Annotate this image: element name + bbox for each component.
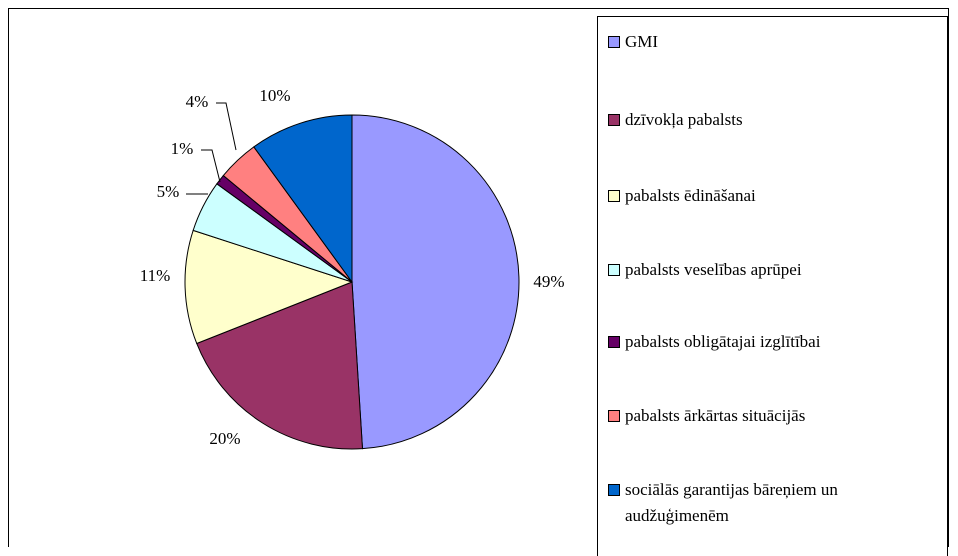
chart-border	[8, 8, 949, 547]
data-label: 1%	[171, 139, 194, 158]
legend-item: pabalsts veselības aprūpei	[608, 257, 928, 283]
data-label: 10%	[259, 86, 290, 105]
pie	[184, 114, 520, 450]
leader-line	[216, 102, 237, 151]
legend-swatch	[608, 36, 620, 48]
legend-swatch	[608, 336, 620, 348]
legend-item: pabalsts ēdināšanai	[608, 183, 928, 209]
legend-label: GMI	[625, 32, 659, 51]
leader-line	[201, 149, 221, 183]
data-label: 49%	[533, 272, 564, 291]
legend-swatch	[608, 190, 620, 202]
legend-item: pabalsts obligātajai izglītībai	[608, 329, 928, 355]
legend-label: dzīvokļa pabalsts	[625, 110, 743, 129]
data-label: 20%	[209, 429, 240, 448]
legend-label: pabalsts ārkārtas situācijās	[625, 406, 806, 425]
legend: GMI dzīvokļa pabalsts pabalsts ēdināšanai p…	[597, 16, 948, 556]
pie-slice	[351, 114, 520, 450]
pie-slice	[196, 281, 364, 450]
legend-item: sociālās garantijas bāreņiem un audžuģim…	[608, 477, 928, 529]
legend-item: dzīvokļa pabalsts	[608, 107, 928, 133]
legend-swatch	[608, 264, 620, 276]
legend-swatch	[608, 410, 620, 422]
data-label: 11%	[140, 266, 171, 285]
legend-swatch	[608, 114, 620, 126]
pie-slice	[184, 229, 354, 345]
legend-label: pabalsts ēdināšanai	[625, 186, 756, 205]
pie-slice	[253, 114, 353, 284]
legend-label: pabalsts veselības aprūpei	[625, 260, 802, 279]
legend-label: sociālās garantijas bāreņiem un audžuģim…	[625, 480, 838, 525]
data-label: 4%	[186, 92, 209, 111]
data-label: 5%	[157, 182, 180, 201]
legend-item: pabalsts ārkārtas situācijās	[608, 403, 928, 429]
legend-label: pabalsts obligātajai izglītībai	[625, 332, 821, 351]
legend-item: GMI	[608, 29, 928, 55]
legend-swatch	[608, 484, 620, 496]
